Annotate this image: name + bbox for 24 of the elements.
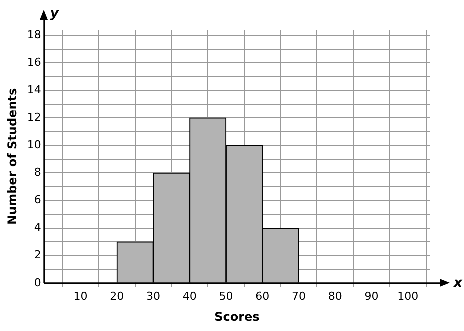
y-tick-label: 10 xyxy=(27,138,42,152)
x-tick-label: 10 xyxy=(74,290,88,303)
y-tick-label: 0 xyxy=(34,276,42,290)
x-axis-title: Scores xyxy=(214,310,260,324)
text: x xyxy=(453,276,463,291)
y-tick-label: 12 xyxy=(27,111,42,124)
text: y xyxy=(50,6,60,22)
y-tick-label: 14 xyxy=(27,83,42,96)
x-tick-label: 80 xyxy=(328,290,342,303)
y-axis-title: Number of Students xyxy=(5,88,20,226)
y-tick-label: 18 xyxy=(27,28,42,42)
x-tick-label: 20 xyxy=(110,290,124,303)
x-tick-label: 50 xyxy=(219,290,234,303)
y-tick-label: 16 xyxy=(27,56,42,69)
x-tick-label: 100 xyxy=(398,290,419,303)
x-tick-label: 60 xyxy=(256,290,270,303)
x-tick-label: 30 xyxy=(146,290,161,303)
y-tick-label: 8 xyxy=(34,166,42,180)
x-tick-label: 70 xyxy=(292,290,306,303)
x-tick-label: 40 xyxy=(182,290,197,303)
y-tick-label: 6 xyxy=(34,194,42,207)
y-tick-label: 2 xyxy=(34,248,42,262)
y-tick-label: 4 xyxy=(34,221,42,234)
x-tick-label: 90 xyxy=(364,290,379,303)
